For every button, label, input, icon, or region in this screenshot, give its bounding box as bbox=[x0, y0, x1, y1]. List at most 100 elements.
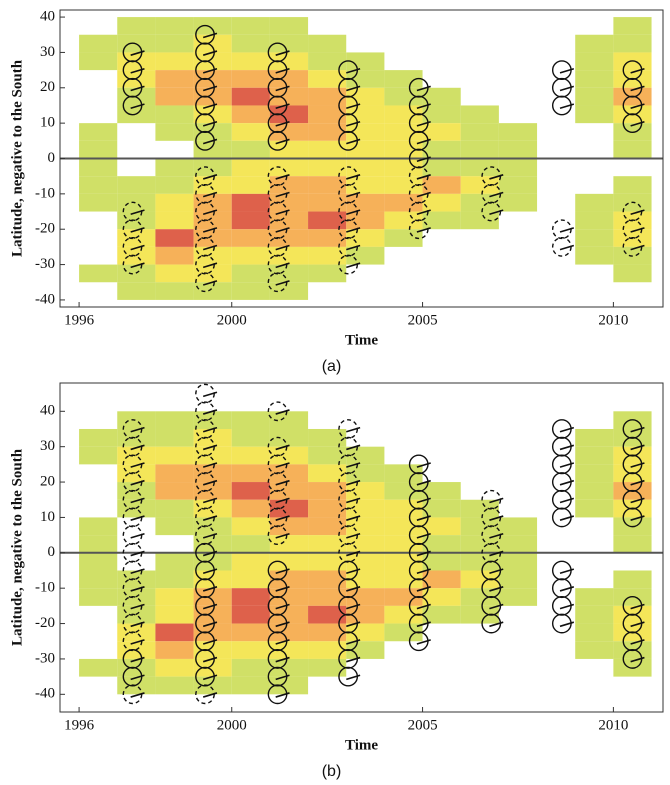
heat-cell bbox=[193, 246, 232, 265]
heat-cell bbox=[231, 482, 270, 500]
y-tick-label: 20 bbox=[40, 79, 55, 95]
heat-cell bbox=[155, 658, 194, 677]
glyph-arrow bbox=[630, 515, 645, 521]
heat-cell bbox=[308, 246, 347, 265]
glyph-arrow bbox=[130, 532, 145, 539]
heat-cell bbox=[231, 446, 270, 465]
heat-cell bbox=[498, 517, 538, 536]
glyph-arrow bbox=[275, 103, 290, 109]
glyph-arrow bbox=[275, 497, 290, 504]
glyph-arrow bbox=[416, 103, 431, 109]
heat-cell bbox=[384, 105, 423, 124]
heat-cell bbox=[269, 570, 309, 589]
heat-cell bbox=[422, 517, 461, 536]
heat-cell bbox=[269, 264, 309, 283]
glyph-arrow bbox=[559, 462, 575, 468]
glyph-arrow bbox=[130, 227, 145, 233]
heat-cell bbox=[79, 140, 118, 159]
heat-cell bbox=[231, 123, 270, 141]
heat-cell bbox=[193, 193, 232, 212]
heat-cell bbox=[498, 570, 538, 589]
y-tick-label: 40 bbox=[40, 403, 55, 419]
glyph-arrow bbox=[416, 462, 431, 468]
y-tick-label: -20 bbox=[35, 615, 55, 631]
heat-cell bbox=[269, 123, 309, 141]
heat-cell bbox=[269, 446, 309, 465]
glyph-arrow bbox=[202, 692, 218, 698]
heat-cell bbox=[231, 464, 270, 483]
plot-area bbox=[60, 17, 663, 300]
heat-cell bbox=[384, 552, 423, 571]
heat-cell bbox=[308, 70, 347, 88]
glyph-arrow bbox=[346, 85, 361, 92]
heat-cell bbox=[575, 34, 614, 53]
glyph-arrow bbox=[202, 462, 218, 468]
heat-cell bbox=[155, 623, 194, 642]
glyph-arrow bbox=[130, 656, 145, 663]
heat-cell bbox=[575, 623, 614, 642]
glyph-arrow bbox=[489, 550, 504, 557]
heat-cell bbox=[308, 623, 347, 642]
heat-cell bbox=[613, 140, 652, 159]
x-tick-label: 2005 bbox=[408, 717, 438, 733]
glyph-arrow bbox=[346, 568, 361, 575]
glyph-arrow bbox=[416, 209, 431, 216]
glyph-arrow bbox=[275, 479, 290, 486]
heat-cell bbox=[155, 641, 194, 659]
glyph-arrow bbox=[202, 209, 218, 216]
heat-cell bbox=[193, 517, 232, 536]
heat-cell bbox=[308, 464, 347, 483]
heat-cell bbox=[575, 588, 614, 606]
heat-cell bbox=[460, 123, 499, 141]
glyph-arrow bbox=[346, 674, 361, 681]
heat-cell bbox=[155, 282, 194, 300]
glyph-arrow bbox=[130, 462, 145, 468]
heat-cell bbox=[193, 623, 232, 642]
glyph-arrow bbox=[275, 280, 290, 286]
heat-cell bbox=[269, 428, 309, 447]
glyph-arrow bbox=[275, 621, 290, 628]
glyph-arrow bbox=[489, 532, 504, 539]
glyph-arrow bbox=[346, 138, 361, 145]
heat-cell bbox=[498, 176, 538, 194]
glyph-arrow bbox=[346, 209, 361, 216]
glyph-arrow bbox=[130, 103, 145, 109]
heat-cell bbox=[269, 105, 309, 124]
heat-cell bbox=[384, 570, 423, 589]
glyph-arrow bbox=[559, 497, 575, 504]
x-axis-label: Time bbox=[345, 737, 378, 753]
glyph-arrow bbox=[130, 515, 145, 521]
heat-cell bbox=[384, 535, 423, 553]
glyph-arrow bbox=[630, 103, 645, 109]
heat-cell bbox=[193, 676, 232, 695]
heat-cell bbox=[155, 428, 194, 447]
heat-cell bbox=[422, 570, 461, 589]
glyph-arrow bbox=[202, 174, 218, 180]
heat-cell bbox=[308, 517, 347, 536]
glyph-arrow bbox=[630, 639, 645, 645]
heat-cell bbox=[193, 158, 232, 177]
glyph-arrow bbox=[416, 550, 431, 557]
heat-cell bbox=[308, 193, 347, 212]
heat-cell bbox=[269, 411, 309, 429]
heat-cell bbox=[308, 176, 347, 194]
heat-cell bbox=[155, 464, 194, 483]
heat-cell bbox=[193, 211, 232, 230]
heat-cell bbox=[79, 428, 118, 447]
heat-cell bbox=[193, 658, 232, 677]
heat-cell bbox=[384, 140, 423, 159]
glyph-arrow bbox=[630, 479, 645, 486]
glyph-arrow bbox=[416, 621, 431, 628]
heat-cell bbox=[422, 123, 461, 141]
heat-cell bbox=[155, 446, 194, 465]
heat-cell bbox=[193, 140, 232, 159]
glyph-arrow bbox=[346, 244, 361, 251]
glyph-arrow bbox=[275, 639, 290, 645]
heat-cell bbox=[79, 34, 118, 53]
heat-cell bbox=[269, 605, 309, 624]
heat-cell bbox=[155, 552, 194, 571]
heat-cell bbox=[422, 588, 461, 606]
heat-cell bbox=[575, 464, 614, 483]
